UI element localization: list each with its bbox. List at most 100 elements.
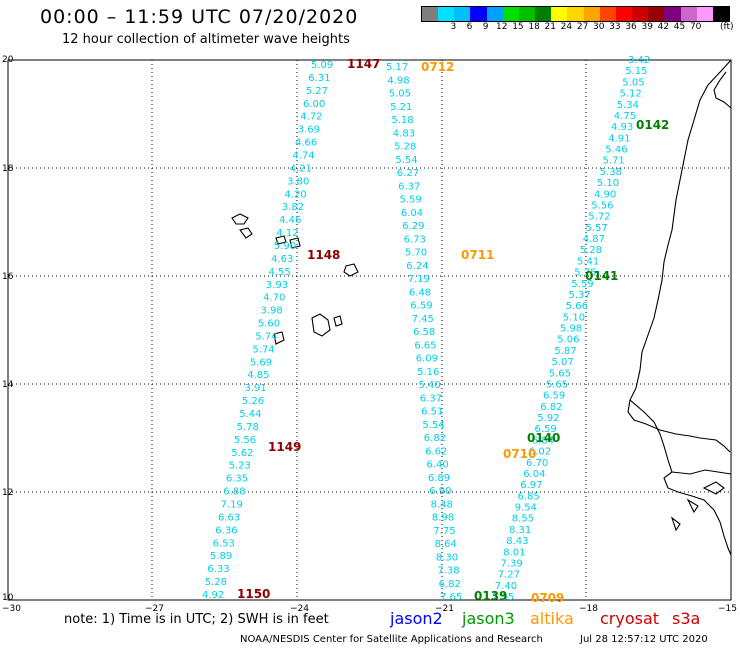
swh-value: 5.46 <box>605 145 627 156</box>
y-label-12: 12 <box>2 488 13 498</box>
swh-value: 3.98 <box>261 306 283 317</box>
swh-value: 5.27 <box>306 86 328 97</box>
swh-value: 5.10 <box>597 178 619 189</box>
swh-value: 4.72 <box>300 112 322 123</box>
swh-value: 6.29 <box>402 221 424 232</box>
colorbar-swatch <box>518 7 536 21</box>
swh-value: 6.31 <box>308 73 330 84</box>
colorbar-swatch <box>712 7 729 21</box>
colorbar-swatch <box>632 7 649 21</box>
colorbar-label: 30 <box>593 22 605 32</box>
pass-label-cryosat: 1147 <box>347 57 380 71</box>
swh-value: 7.45 <box>412 314 434 325</box>
swh-value: 6.37 <box>398 181 420 192</box>
swh-value: 5.59 <box>400 195 422 206</box>
swh-value: 6.82 <box>439 579 461 590</box>
swh-value: 5.34 <box>617 100 639 111</box>
swh-value: 8.31 <box>509 525 531 536</box>
swh-value: 4.12 <box>276 228 298 239</box>
swh-value: 6.70 <box>526 458 548 469</box>
swh-value: 5.05 <box>622 77 644 88</box>
swh-track-1: 5.09 6.31 5.27 6.00 4.72 3.69 4.66 4.744.21 3.80… <box>202 60 333 601</box>
swh-value: 3.42 <box>628 55 650 66</box>
swh-value: 5.65 <box>546 379 568 390</box>
pass-label-altika: 0712 <box>421 60 454 74</box>
swh-value: 4.83 <box>393 128 415 139</box>
colorbar-label: 33 <box>609 22 621 32</box>
swh-value: 7.55 <box>492 592 514 603</box>
swh-value: 6.59 <box>535 424 557 435</box>
credit-line: NOAA/NESDIS Center for Satellite Applica… <box>240 634 543 645</box>
swh-value: 5.28 <box>394 142 416 153</box>
legend-altika: altika <box>530 609 574 628</box>
colorbar <box>421 6 730 22</box>
swh-value: 6.84 <box>532 435 554 446</box>
swh-value: 4.91 <box>608 133 630 144</box>
colorbar-label: 3 <box>450 22 457 32</box>
swh-value: 5.06 <box>557 335 579 346</box>
swh-value: 6.27 <box>397 168 419 179</box>
swh-value: 3.93 <box>266 280 288 291</box>
swh-value: 5.87 <box>554 346 576 357</box>
pass-label-jason3: 0139 <box>474 589 507 603</box>
swh-value: 6.09 <box>416 354 438 365</box>
swh-value: 6.85 <box>518 491 540 502</box>
swh-value: 4.85 <box>247 370 269 381</box>
swh-value: 7.40 <box>495 581 517 592</box>
swh-value: 5.09 <box>311 60 333 71</box>
swh-value: 7.75 <box>433 526 455 537</box>
x-label-24: −24 <box>290 604 309 614</box>
swh-value: 8.43 <box>506 536 528 547</box>
swh-value: 8.01 <box>503 547 525 558</box>
swh-value: 4.87 <box>583 234 605 245</box>
swh-value: 9.54 <box>515 503 537 514</box>
swh-value: 5.57 <box>586 223 608 234</box>
swh-value: 6.24 <box>406 261 428 272</box>
pass-label-jason3: 0140 <box>527 431 560 445</box>
colorbar-swatch <box>567 7 584 21</box>
swh-value: 5.54 <box>422 420 444 431</box>
swh-value: 5.26 <box>242 396 264 407</box>
swh-value: 4.21 <box>290 163 312 174</box>
colorbar-swatch <box>599 7 616 21</box>
colorbar-swatch <box>486 7 503 21</box>
swh-value: 6.62 <box>425 446 447 457</box>
swh-value: 5.98 <box>560 324 582 335</box>
pass-label-jason3: 0141 <box>585 269 618 283</box>
swh-value: 5.60 <box>258 319 280 330</box>
swh-value: 5.78 <box>237 422 259 433</box>
swh-value: 4.46 <box>279 215 301 226</box>
colorbar-swatch <box>615 7 633 21</box>
swh-value: 5.12 <box>620 89 642 100</box>
swh-value: 4.63 <box>271 254 293 265</box>
swh-value: 5.23 <box>229 461 251 472</box>
swh-value: 7.19 <box>408 274 430 285</box>
swh-value: 6.02 <box>529 447 551 458</box>
colorbar-labels: 3 6 9 12 15 18 21 24 27 30 33 36 39 42 45 70 <box>421 22 728 34</box>
swh-value: 6.58 <box>413 327 435 338</box>
colorbar-swatch <box>470 7 487 21</box>
swh-value: 6.90 <box>429 486 451 497</box>
colorbar-label: 70 <box>689 22 702 32</box>
swh-value: 4.75 <box>614 111 636 122</box>
swh-value: 6.40 <box>427 460 449 471</box>
colorbar-label: 42 <box>657 22 670 32</box>
swh-value: 5.07 <box>552 357 574 368</box>
colorbar-label: 12 <box>496 22 508 32</box>
swh-value: 4.66 <box>295 138 317 149</box>
colorbar-label: 36 <box>625 22 637 32</box>
colorbar-swatch <box>535 7 552 21</box>
swh-value: 6.82 <box>424 433 446 444</box>
x-label-27: −27 <box>145 604 164 614</box>
swh-value: 6.36 <box>215 525 237 536</box>
colorbar-swatch <box>502 7 519 21</box>
swh-value: 6.00 <box>303 99 325 110</box>
swh-value: 5.28 <box>580 245 602 256</box>
swh-value: 3.80 <box>287 176 309 187</box>
swh-value: 5.66 <box>566 301 588 312</box>
colorbar-swatch <box>648 7 665 21</box>
swh-value: 5.10 <box>563 312 585 323</box>
swh-value: 4.70 <box>263 293 285 304</box>
swh-value: 5.69 <box>250 357 272 368</box>
